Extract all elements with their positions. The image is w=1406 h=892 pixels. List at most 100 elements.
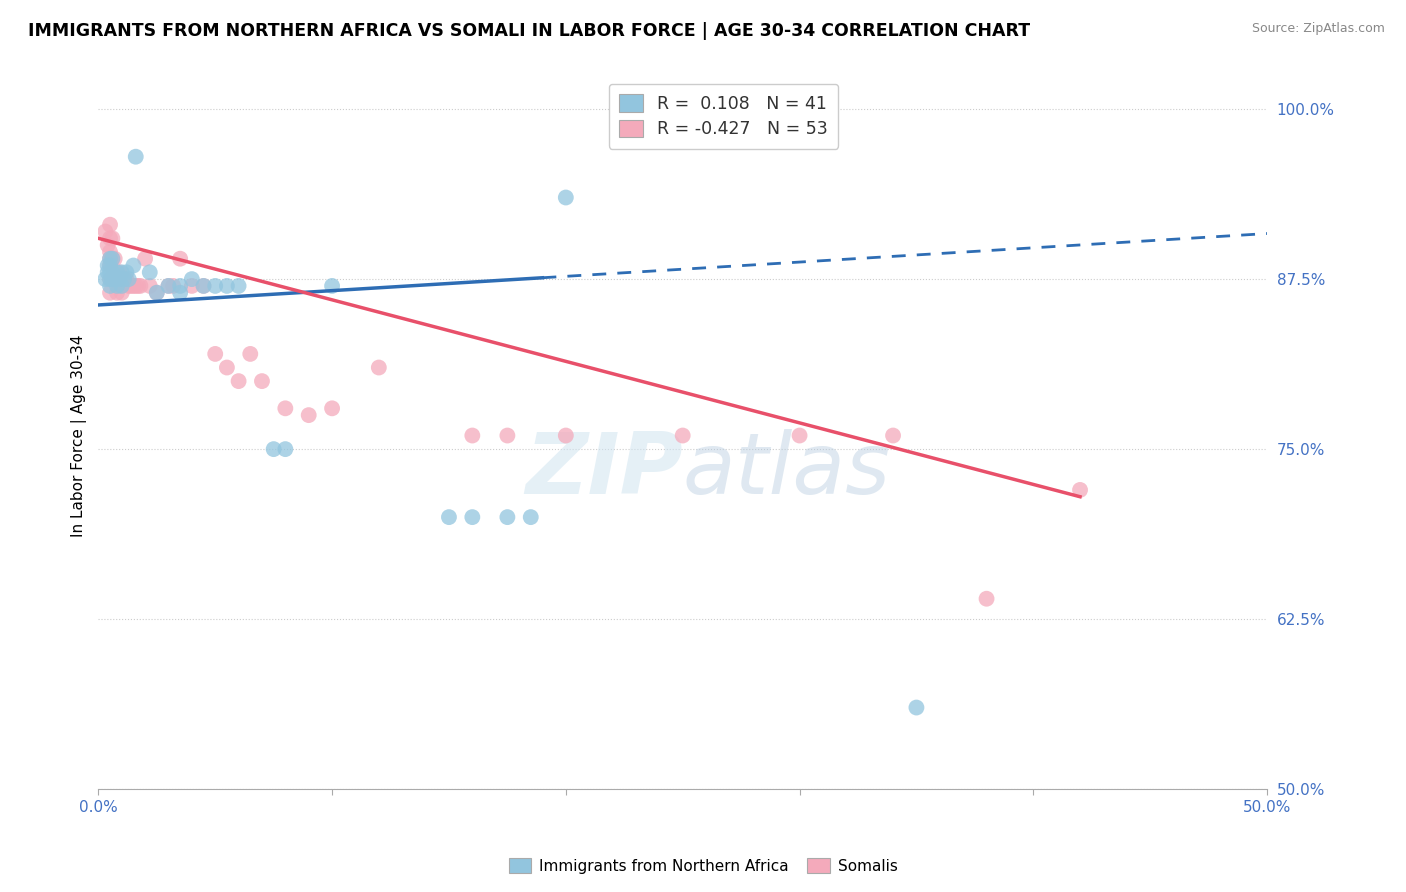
- Point: [215, 279, 238, 293]
- Point: [193, 279, 215, 293]
- Point: [882, 428, 904, 442]
- Point: [115, 265, 138, 279]
- Point: [520, 510, 543, 524]
- Point: [1069, 483, 1091, 497]
- Point: [94, 272, 117, 286]
- Point: [157, 279, 180, 293]
- Point: [101, 265, 124, 279]
- Point: [118, 272, 141, 286]
- Point: [157, 279, 180, 293]
- Point: [367, 360, 389, 375]
- Point: [104, 272, 127, 286]
- Point: [554, 190, 576, 204]
- Point: [180, 272, 202, 286]
- Text: IMMIGRANTS FROM NORTHERN AFRICA VS SOMALI IN LABOR FORCE | AGE 30-34 CORRELATION: IMMIGRANTS FROM NORTHERN AFRICA VS SOMAL…: [28, 22, 1031, 40]
- Point: [162, 279, 184, 293]
- Point: [274, 401, 297, 416]
- Point: [228, 279, 250, 293]
- Text: atlas: atlas: [683, 429, 890, 512]
- Point: [97, 238, 120, 252]
- Point: [129, 279, 152, 293]
- Legend: R =  0.108   N = 41, R = -0.427   N = 53: R = 0.108 N = 41, R = -0.427 N = 53: [609, 84, 838, 149]
- Point: [437, 510, 460, 524]
- Point: [98, 244, 121, 259]
- Point: [215, 360, 238, 375]
- Point: [105, 285, 128, 300]
- Point: [321, 401, 343, 416]
- Point: [250, 374, 273, 388]
- Point: [146, 285, 169, 300]
- Point: [111, 285, 134, 300]
- Point: [101, 252, 124, 266]
- Point: [98, 252, 121, 266]
- Point: [169, 285, 191, 300]
- Point: [204, 279, 226, 293]
- Point: [105, 272, 128, 286]
- Point: [108, 265, 131, 279]
- Point: [554, 428, 576, 442]
- Point: [115, 272, 138, 286]
- Point: [321, 279, 343, 293]
- Point: [111, 265, 134, 279]
- Point: [239, 347, 262, 361]
- Point: [263, 442, 285, 457]
- Point: [97, 265, 120, 279]
- Point: [228, 374, 250, 388]
- Point: [672, 428, 695, 442]
- Point: [108, 272, 131, 286]
- Point: [496, 428, 519, 442]
- Point: [98, 285, 121, 300]
- Point: [105, 279, 128, 293]
- Point: [101, 252, 124, 266]
- Point: [461, 428, 484, 442]
- Point: [104, 252, 127, 266]
- Point: [120, 279, 142, 293]
- Point: [111, 279, 134, 293]
- Point: [104, 272, 127, 286]
- Point: [98, 272, 121, 286]
- Point: [976, 591, 998, 606]
- Text: ZIP: ZIP: [524, 429, 683, 512]
- Point: [125, 150, 148, 164]
- Point: [98, 265, 121, 279]
- Point: [98, 279, 121, 293]
- Point: [298, 408, 321, 422]
- Legend: Immigrants from Northern Africa, Somalis: Immigrants from Northern Africa, Somalis: [502, 852, 904, 880]
- Point: [461, 510, 484, 524]
- Point: [134, 252, 156, 266]
- Point: [108, 279, 131, 293]
- Point: [139, 279, 162, 293]
- Point: [98, 231, 121, 245]
- Point: [125, 279, 148, 293]
- Y-axis label: In Labor Force | Age 30-34: In Labor Force | Age 30-34: [72, 334, 87, 537]
- Point: [193, 279, 215, 293]
- Point: [789, 428, 811, 442]
- Point: [98, 218, 121, 232]
- Point: [169, 252, 191, 266]
- Point: [496, 510, 519, 524]
- Point: [204, 347, 226, 361]
- Point: [180, 279, 202, 293]
- Point: [146, 285, 169, 300]
- Point: [101, 272, 124, 286]
- Point: [127, 279, 149, 293]
- Point: [101, 272, 124, 286]
- Point: [101, 231, 124, 245]
- Text: Source: ZipAtlas.com: Source: ZipAtlas.com: [1251, 22, 1385, 36]
- Point: [98, 259, 121, 273]
- Point: [105, 265, 128, 279]
- Point: [94, 225, 117, 239]
- Point: [98, 252, 121, 266]
- Point: [112, 272, 135, 286]
- Point: [169, 279, 191, 293]
- Point: [111, 272, 134, 286]
- Point: [139, 265, 162, 279]
- Point: [905, 700, 928, 714]
- Point: [122, 259, 145, 273]
- Point: [122, 279, 145, 293]
- Point: [112, 272, 135, 286]
- Point: [118, 279, 141, 293]
- Point: [98, 259, 121, 273]
- Point: [274, 442, 297, 457]
- Point: [97, 259, 120, 273]
